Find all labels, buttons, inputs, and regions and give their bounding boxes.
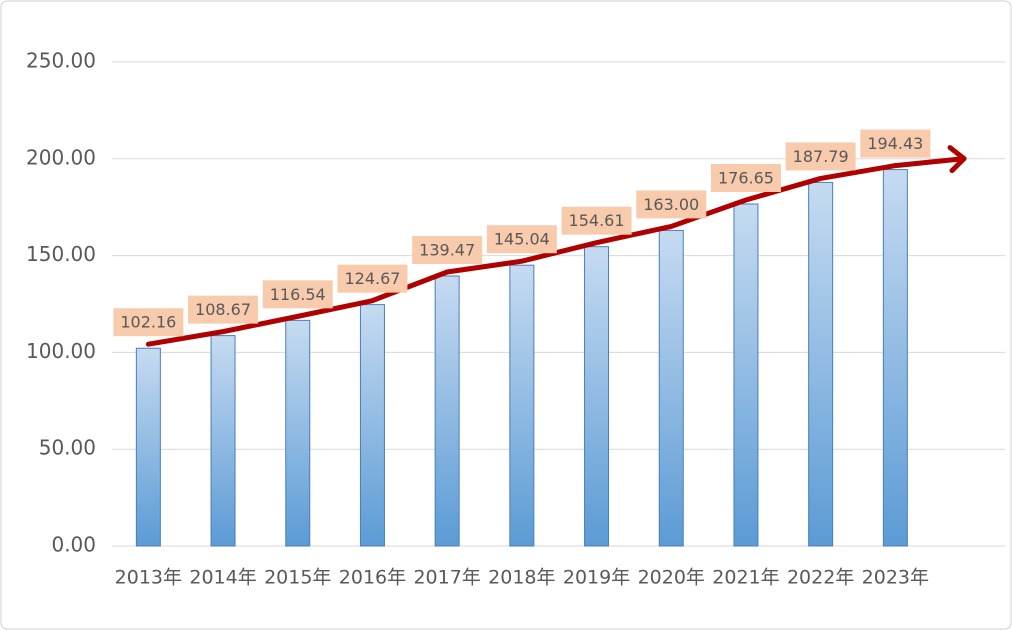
y-tick-label: 100.00: [26, 339, 96, 363]
value-label: 116.54: [270, 285, 326, 304]
y-tick-label: 150.00: [26, 242, 96, 266]
bar: [285, 319, 311, 547]
value-label-box: [412, 235, 483, 264]
bar: [584, 246, 610, 547]
x-tick-label: 2013年: [115, 567, 182, 589]
value-label-box: [486, 225, 557, 254]
value-label: 108.67: [195, 300, 251, 319]
value-label-box: [113, 308, 184, 337]
x-tick-label: 2018年: [488, 567, 555, 589]
y-tick-label: 50.00: [39, 436, 96, 460]
x-tick-label: 2015年: [264, 567, 331, 589]
bar: [808, 181, 834, 547]
y-tick-label: 250.00: [26, 49, 96, 73]
value-label: 139.47: [419, 240, 475, 259]
value-label: 163.00: [643, 195, 699, 214]
bar: [882, 169, 908, 547]
value-label-box: [636, 190, 707, 219]
trend-arrow-shaft: [892, 156, 967, 169]
value-label: 154.61: [569, 211, 625, 230]
bar: [210, 335, 236, 547]
x-tick-label: 2022年: [787, 567, 854, 589]
value-label-box: [561, 206, 632, 235]
x-tick-label: 2021年: [712, 567, 779, 589]
x-tick-label: 2017年: [413, 567, 480, 589]
bar: [434, 275, 460, 547]
bar: [658, 229, 684, 547]
value-label-box: [710, 164, 781, 193]
bar: [135, 347, 161, 547]
bar: [509, 264, 535, 547]
value-label: 194.43: [867, 134, 923, 153]
x-tick-label: 2023年: [862, 567, 929, 589]
value-label-box: [860, 129, 931, 158]
x-tick-label: 2014年: [189, 567, 256, 589]
bar: [359, 304, 385, 547]
x-tick-label: 2019年: [563, 567, 630, 589]
y-tick-label: 0.00: [51, 533, 96, 557]
value-label: 102.16: [120, 313, 176, 332]
value-label: 124.67: [344, 269, 400, 288]
x-tick-label: 2020年: [638, 567, 705, 589]
value-label-box: [188, 295, 259, 324]
trend-line: [145, 163, 898, 347]
value-label-box: [785, 142, 856, 171]
value-label: 145.04: [494, 230, 550, 249]
trend-arrow-head: [947, 145, 967, 174]
value-label: 176.65: [718, 169, 774, 188]
value-label-box: [262, 280, 333, 309]
x-tick-label: 2016年: [339, 567, 406, 589]
bar: [733, 203, 759, 547]
value-label-box: [337, 264, 408, 293]
y-tick-label: 200.00: [26, 145, 96, 169]
value-label: 187.79: [793, 147, 849, 166]
